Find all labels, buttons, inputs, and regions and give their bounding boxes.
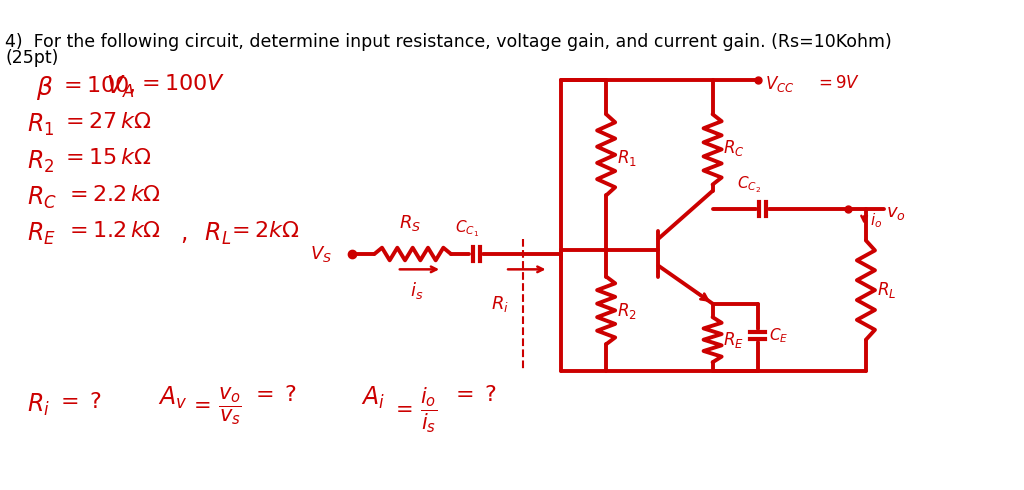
Text: $=\;?$: $=\;?$ — [56, 392, 101, 412]
Text: $=\;?$: $=\;?$ — [451, 385, 497, 405]
Text: $R_1$: $R_1$ — [617, 147, 637, 168]
Text: $=1.2\,k\Omega$: $=1.2\,k\Omega$ — [65, 220, 161, 241]
Text: $=\,\dfrac{i_o}{i_s}$: $=\,\dfrac{i_o}{i_s}$ — [390, 385, 437, 435]
Text: $R_i$: $R_i$ — [27, 392, 50, 418]
Text: $C_{C_2}$: $C_{C_2}$ — [736, 175, 761, 196]
Text: $=\,\dfrac{v_o}{v_s}$: $=\,\dfrac{v_o}{v_s}$ — [189, 385, 243, 426]
Text: $A_i$: $A_i$ — [360, 385, 385, 411]
Text: $R_2$: $R_2$ — [27, 148, 54, 174]
Text: 4)  For the following circuit, determine input resistance, voltage gain, and cur: 4) For the following circuit, determine … — [5, 33, 892, 51]
Text: $R_1$: $R_1$ — [27, 112, 54, 138]
Text: $=\;?$: $=\;?$ — [251, 385, 296, 405]
Text: $=100,$: $=100,$ — [58, 74, 135, 96]
Text: $i_s$: $i_s$ — [410, 280, 423, 301]
Text: $=27\,k\Omega$: $=27\,k\Omega$ — [61, 112, 152, 131]
Text: $V_S$: $V_S$ — [310, 244, 332, 264]
Text: $R_L$: $R_L$ — [877, 280, 896, 300]
Text: $A_v$: $A_v$ — [158, 385, 187, 411]
Text: $,\;\;R_L$: $,\;\;R_L$ — [180, 220, 231, 247]
Text: $R_S$: $R_S$ — [399, 213, 422, 233]
Text: $R_E$: $R_E$ — [27, 220, 56, 247]
Text: $=2.2\,k\Omega$: $=2.2\,k\Omega$ — [65, 185, 161, 204]
Text: $=100V$: $=100V$ — [137, 74, 225, 94]
Text: $R_2$: $R_2$ — [617, 301, 637, 321]
Text: $=15\,k\Omega$: $=15\,k\Omega$ — [61, 148, 152, 169]
Text: $V_A$: $V_A$ — [106, 74, 135, 100]
Text: $i_o$: $i_o$ — [869, 211, 882, 230]
Text: $R_i$: $R_i$ — [490, 294, 509, 314]
Text: $R_C$: $R_C$ — [723, 139, 745, 158]
Text: $=2k\Omega$: $=2k\Omega$ — [227, 220, 300, 241]
Text: $C_E$: $C_E$ — [769, 326, 787, 344]
Text: (25pt): (25pt) — [5, 49, 58, 67]
Text: $v_o$: $v_o$ — [886, 204, 905, 222]
Text: $V_{CC}$: $V_{CC}$ — [765, 74, 795, 94]
Text: $C_{C_1}$: $C_{C_1}$ — [456, 218, 479, 239]
Text: $\beta$: $\beta$ — [36, 74, 53, 101]
Text: $R_E$: $R_E$ — [723, 330, 744, 350]
Text: $=9V$: $=9V$ — [815, 74, 861, 92]
Text: $R_C$: $R_C$ — [27, 185, 57, 211]
